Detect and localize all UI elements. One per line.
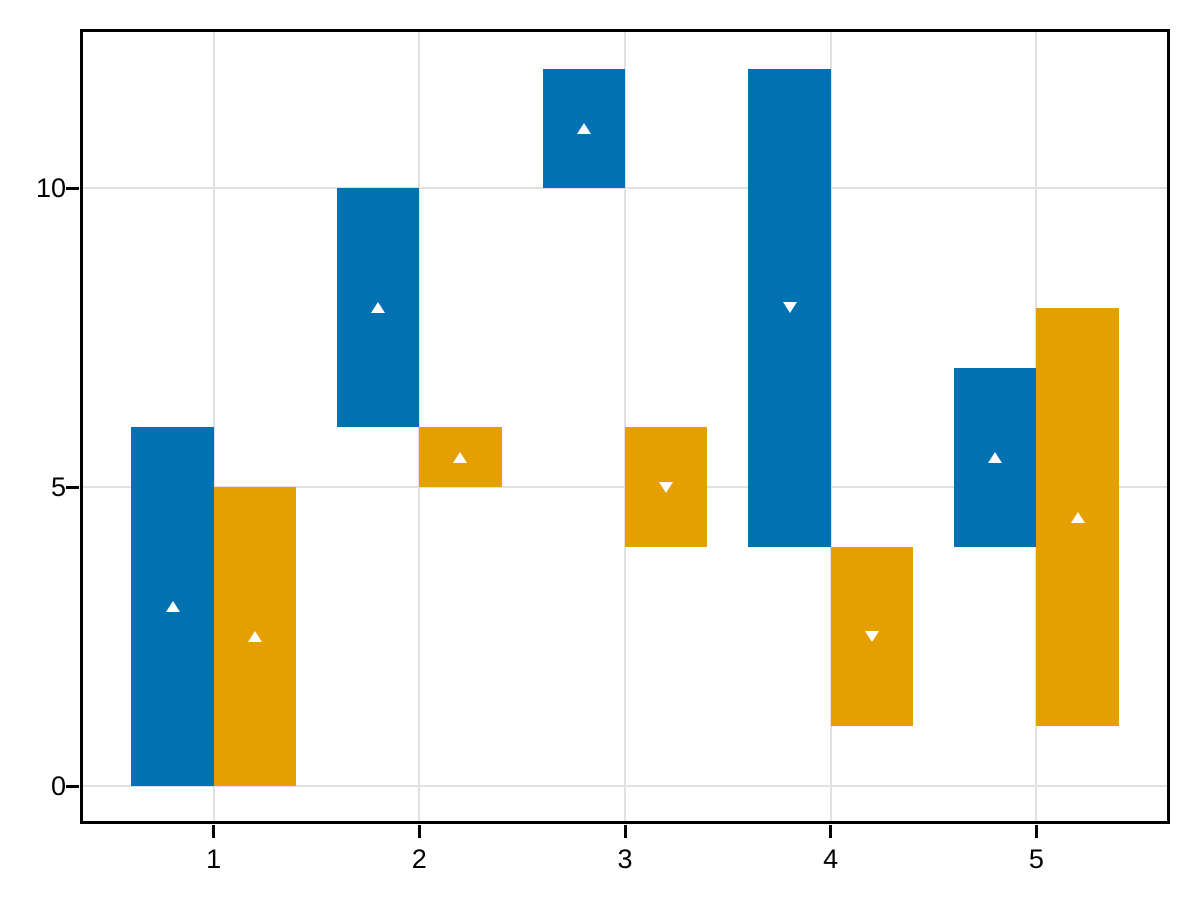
x-axis-tick-mark <box>829 825 833 838</box>
x-axis-tick-label: 3 <box>617 844 633 874</box>
y-axis-tick-mark <box>66 186 79 190</box>
x-axis-tick-label: 2 <box>411 844 427 874</box>
x-axis-tick-mark <box>1034 825 1038 838</box>
x-axis-tick-label: 5 <box>1028 844 1044 874</box>
x-axis-tick-label: 1 <box>206 844 222 874</box>
x-axis-tick-label: 4 <box>823 844 839 874</box>
y-axis-tick-label: 5 <box>50 472 66 503</box>
y-axis-tick-label: 0 <box>50 771 66 802</box>
x-axis-tick-mark <box>417 825 421 838</box>
y-axis-tick-mark <box>66 784 79 788</box>
y-axis-tick-mark <box>66 485 79 489</box>
x-axis-tick-mark <box>212 825 216 838</box>
axis-frame <box>80 29 1170 824</box>
x-axis-tick-mark <box>623 825 627 838</box>
y-axis-tick-label: 10 <box>35 173 66 204</box>
